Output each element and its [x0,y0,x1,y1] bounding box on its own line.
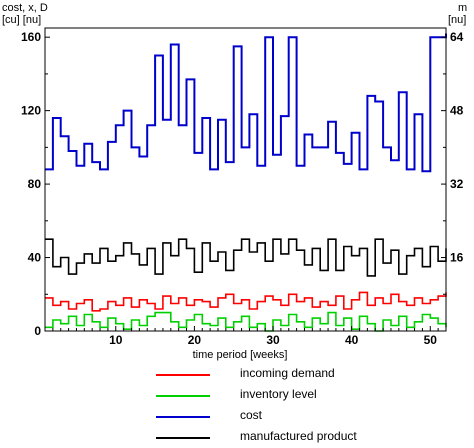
legend-item-manufactured-product: manufactured product [150,427,470,448]
y-left-tick-label: 40 [28,251,42,265]
series-inventory-level [45,313,446,332]
legend-label-cost: cost [240,408,262,422]
y-left-axis-units: [cu] [nu] [2,14,41,26]
series-line-inventory-level [45,313,446,331]
legend-label-manufactured-product: manufactured product [240,429,357,443]
series-layer [45,33,446,331]
series-line-incoming-demand [45,292,446,310]
chart: 10 20 30 40 50 0 40 80 120 160 16 32 48 64 cost, x, D… [0,0,474,364]
x-tick-label: 40 [345,333,359,347]
legend-swatch-inventory-level [156,395,210,397]
y-left-tick-label: 80 [28,177,42,191]
series-incoming-demand [45,292,446,311]
legend-label-incoming-demand: incoming demand [240,366,335,380]
legend-item-incoming-demand: incoming demand [150,364,470,385]
y-right-axis-units: [nu] [448,14,466,26]
legend-item-inventory-level: inventory level [150,385,470,406]
x-tick-label: 50 [424,333,438,347]
y-left-tick-label: 120 [21,104,41,118]
legend-label-inventory-level: inventory level [240,387,317,401]
legend-swatch-cost [156,416,210,418]
x-tick-label: 30 [266,333,280,347]
y-left-tick-label: 160 [21,30,41,44]
legend-swatch-incoming-demand [156,374,210,376]
y-right-tick-label: 64 [450,30,464,44]
plot-frame [45,28,446,331]
legend: incoming demand inventory level cost man… [150,364,470,448]
series-line-manufactured-product [45,239,446,276]
x-axis-title: time period [weeks] [193,349,288,361]
y-left-axis-title: cost, x, D [2,2,48,14]
x-tick-label: 10 [109,333,123,347]
y-right-tick-label: 16 [450,251,464,265]
y-left-tick-label: 0 [34,324,41,338]
legend-swatch-manufactured-product [156,437,210,439]
y-right-axis-title: m [458,2,467,14]
y-right-tick-label: 48 [450,104,464,118]
x-tick-label: 20 [188,333,202,347]
legend-item-cost: cost [150,406,470,427]
y-right-tick-label: 32 [450,177,464,191]
series-cost [45,33,446,171]
series-line-cost [45,34,446,172]
series-manufactured-product [45,239,446,276]
